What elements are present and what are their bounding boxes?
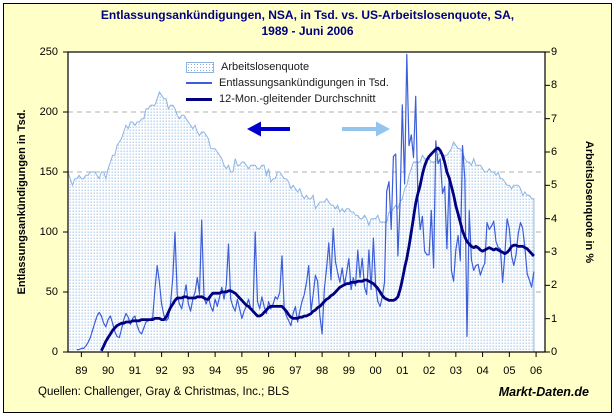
right-tick-label: 0: [551, 346, 558, 358]
left-tick-label: 100: [39, 226, 58, 238]
left-tick-label: 50: [45, 286, 58, 298]
x-tick-label: 06: [529, 365, 543, 377]
x-tick-label: 04: [476, 365, 489, 377]
legend-item: 12-Mon.-gleitender Durchschnitt: [186, 91, 389, 107]
x-tick-label: 05: [503, 365, 516, 377]
x-tick-label: 97: [289, 365, 302, 377]
right-axis-arrow: [342, 121, 390, 137]
series-line-entlassungsankuendigungen: [76, 53, 535, 351]
chart-title-line2: 1989 - Juni 2006: [261, 24, 354, 38]
left-axis-arrow: [247, 121, 290, 137]
right-tick-label: 1: [551, 312, 558, 325]
left-tick-label: 0: [51, 346, 58, 358]
legend-label: Arbeitslosenquote: [221, 61, 310, 73]
right-tick-label: 8: [551, 79, 558, 92]
x-tick-label: 92: [155, 365, 168, 377]
right-tick-label: 6: [551, 146, 558, 158]
right-tick-label: 7: [551, 112, 558, 125]
x-tick-label: 95: [235, 365, 248, 377]
legend-item: Arbeitslosenquote: [186, 59, 389, 75]
left-tick-label: 250: [39, 46, 58, 58]
x-tick-label: 89: [75, 365, 88, 377]
right-tick-label: 3: [551, 246, 558, 258]
x-tick-label: 93: [182, 365, 195, 377]
chart-title: Entlassungsankündigungen, NSA, in Tsd. v…: [0, 7, 615, 39]
x-tick-label: 96: [262, 365, 275, 377]
left-axis-title: Entlassungsankündigungen in Tsd.: [16, 109, 28, 295]
legend-label: 12-Mon.-gleitender Durchschnitt: [219, 93, 376, 105]
x-tick-label: 90: [101, 365, 115, 377]
legend-item: Entlassungsankündigungen in Tsd.: [186, 75, 389, 91]
x-tick-label: 99: [342, 365, 355, 377]
right-axis-title: Arbeitslosenquote in %: [583, 140, 595, 264]
x-tick-label: 91: [128, 365, 141, 377]
left-tick-label: 150: [39, 166, 58, 178]
legend-label: Entlassungsankündigungen in Tsd.: [219, 77, 389, 89]
chart-title-line1: Entlassungsankündigungen, NSA, in Tsd. v…: [100, 8, 515, 22]
legend-swatch-thin-icon: [186, 82, 212, 84]
x-tick-label: 98: [315, 365, 329, 377]
right-tick-label: 9: [551, 46, 558, 58]
x-tick-label: 94: [208, 365, 222, 377]
right-tick-label: 2: [551, 279, 558, 292]
right-tick-label: 5: [551, 179, 558, 192]
plot-border: [67, 51, 546, 353]
legend-swatch-thick-icon: [186, 97, 212, 101]
series-area-arbeitslosenquote: [67, 90, 535, 353]
x-tick-label: 01: [396, 365, 409, 377]
left-tick-label: 200: [39, 106, 58, 118]
legend: Arbeitslosenquote Entlassungsankündigunge…: [186, 59, 389, 107]
series-line-12m-durchschnitt: [100, 146, 535, 352]
x-tick-label: 03: [449, 365, 462, 377]
sources-note: Quellen: Challenger, Gray & Christmas, I…: [38, 386, 290, 398]
legend-swatch-area-icon: [186, 61, 214, 73]
x-tick-label: 02: [422, 365, 436, 377]
right-tick-label: 4: [551, 212, 558, 225]
site-credit: Markt-Daten.de: [498, 385, 589, 399]
x-tick-label: 00: [369, 365, 382, 377]
